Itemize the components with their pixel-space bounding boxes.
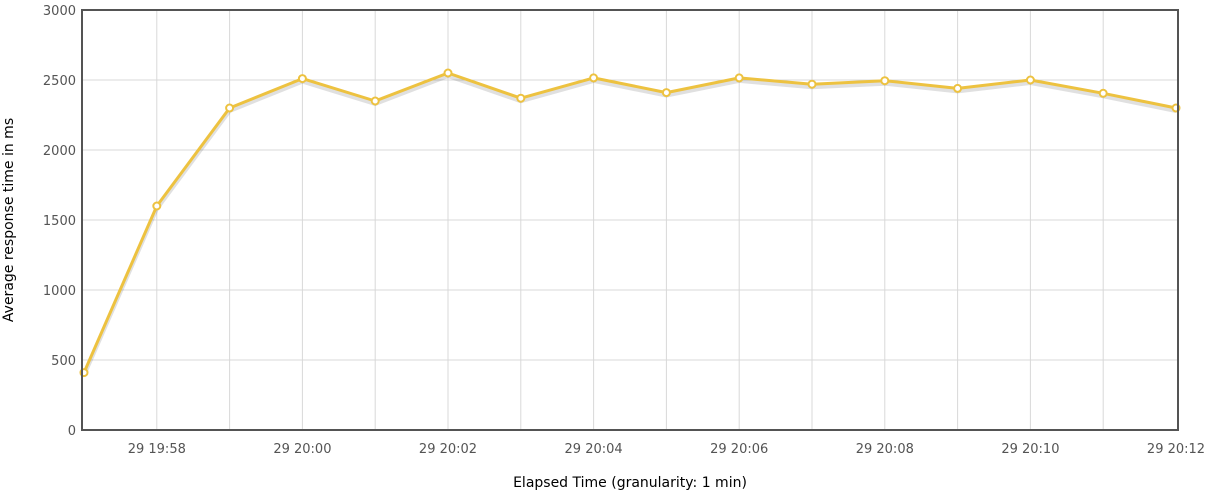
x-axis-ticks: 29 19:58 29 20:00 29 20:02 29 20:04 29 20:06… — [128, 442, 1205, 457]
series-layer — [79, 68, 1181, 378]
plot-frame — [81, 9, 1179, 431]
data-point — [807, 79, 817, 89]
data-point — [152, 201, 162, 211]
y-tick-label: 3000 — [43, 4, 76, 19]
data-point — [589, 73, 599, 83]
y-tick-label: 0 — [68, 424, 76, 439]
x-tick-label: 29 20:04 — [565, 442, 623, 457]
data-point — [734, 73, 744, 83]
data-point — [516, 93, 526, 103]
data-point — [953, 83, 963, 93]
y-tick-label: 1000 — [43, 284, 76, 299]
y-tick-label: 2500 — [43, 74, 76, 89]
x-axis-title: Elapsed Time (granularity: 1 min) — [513, 475, 747, 491]
data-point — [661, 88, 671, 98]
data-point — [880, 76, 890, 86]
data-point — [1025, 75, 1035, 85]
data-point — [443, 68, 453, 78]
y-axis-ticks: 0 500 1000 1500 2000 2500 3000 — [43, 4, 76, 439]
y-tick-label: 2000 — [43, 144, 76, 159]
data-point — [370, 96, 380, 106]
x-tick-label: 29 20:06 — [710, 442, 768, 457]
x-tick-label: 29 20:02 — [419, 442, 477, 457]
x-tick-label: 29 19:58 — [128, 442, 186, 457]
y-tick-label: 1500 — [43, 214, 76, 229]
y-tick-label: 500 — [51, 354, 76, 369]
x-tick-label: 29 20:10 — [1001, 442, 1059, 457]
x-tick-label: 29 20:12 — [1147, 442, 1205, 457]
data-point — [297, 74, 307, 84]
x-tick-label: 29 20:08 — [856, 442, 914, 457]
data-point — [1098, 88, 1108, 98]
grid — [82, 10, 1178, 430]
y-axis-title: Average response time in ms — [1, 118, 17, 322]
x-tick-label: 29 20:00 — [273, 442, 331, 457]
series-line — [82, 71, 1177, 374]
series-line-shadow — [82, 74, 1177, 377]
data-point — [225, 103, 235, 113]
